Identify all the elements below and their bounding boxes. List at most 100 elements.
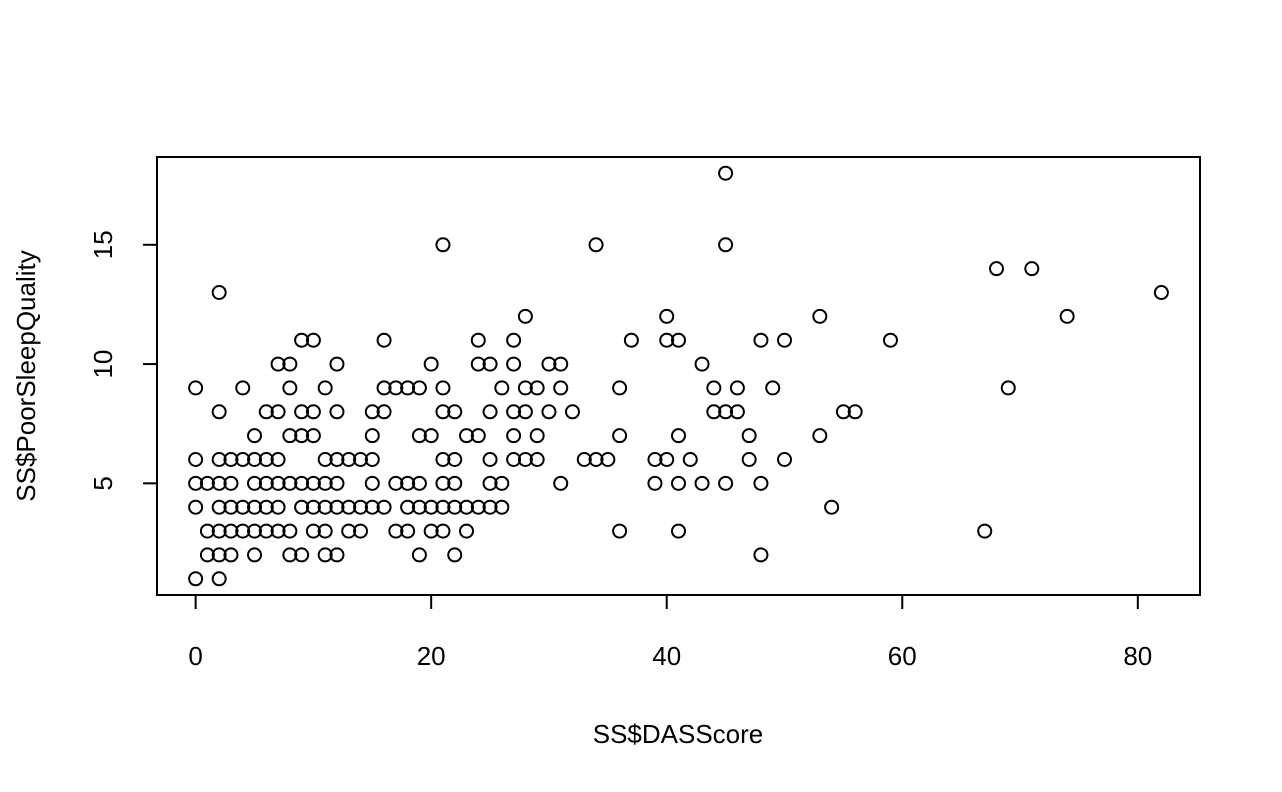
data-point xyxy=(329,547,345,563)
y-tick-label: 5 xyxy=(88,476,118,490)
data-point xyxy=(388,523,404,539)
data-point xyxy=(1153,285,1169,300)
data-point xyxy=(565,404,580,420)
data-point xyxy=(435,499,451,515)
data-point xyxy=(459,499,475,515)
data-point xyxy=(247,452,263,467)
data-point xyxy=(235,380,251,396)
data-point xyxy=(400,523,416,539)
data-point xyxy=(223,523,239,539)
data-point xyxy=(753,547,769,563)
data-point xyxy=(317,475,333,491)
x-tick-label: 40 xyxy=(652,641,681,671)
data-point xyxy=(211,452,227,467)
data-point xyxy=(258,499,274,515)
data-point xyxy=(612,523,628,539)
data-point xyxy=(470,332,486,348)
data-point xyxy=(435,404,451,420)
data-point xyxy=(188,380,204,396)
y-tick-label: 15 xyxy=(88,230,118,259)
data-point xyxy=(706,380,722,396)
data-point xyxy=(729,380,745,396)
data-point xyxy=(341,499,357,515)
data-point xyxy=(282,547,298,563)
data-point xyxy=(258,523,274,539)
data-point xyxy=(682,452,698,467)
data-point xyxy=(718,404,734,420)
data-point xyxy=(435,475,451,491)
data-point xyxy=(294,404,310,420)
data-point xyxy=(411,428,427,444)
data-point xyxy=(211,571,227,587)
data-point xyxy=(199,475,215,491)
data-point xyxy=(988,261,1004,277)
data-point xyxy=(506,428,522,444)
data-point xyxy=(305,332,321,348)
data-point xyxy=(353,499,369,515)
data-point xyxy=(741,428,757,444)
data-point xyxy=(400,380,416,396)
data-point xyxy=(235,499,251,515)
data-point xyxy=(470,499,486,515)
x-tick-label: 20 xyxy=(417,641,446,671)
data-point xyxy=(529,428,545,444)
data-point xyxy=(777,332,792,348)
data-point xyxy=(294,499,310,515)
data-point xyxy=(199,547,215,563)
data-point xyxy=(317,523,333,539)
data-point xyxy=(211,404,227,420)
data-point xyxy=(612,380,628,396)
data-point xyxy=(659,332,675,348)
data-point xyxy=(435,452,451,467)
data-point xyxy=(1000,380,1016,396)
data-point xyxy=(294,428,310,444)
data-points xyxy=(188,165,1169,587)
x-tick-label: 60 xyxy=(888,641,917,671)
data-point xyxy=(294,332,310,348)
data-point xyxy=(400,499,416,515)
data-point xyxy=(494,475,510,491)
data-point xyxy=(824,499,840,515)
data-point xyxy=(1059,308,1075,324)
data-point xyxy=(305,475,321,491)
data-point xyxy=(247,428,263,444)
data-point xyxy=(482,475,498,491)
data-point xyxy=(765,380,781,396)
data-point xyxy=(777,452,792,467)
data-point xyxy=(364,452,380,467)
data-point xyxy=(305,404,321,420)
data-point xyxy=(211,475,227,491)
data-point xyxy=(270,499,286,515)
data-point xyxy=(247,523,263,539)
data-point xyxy=(223,452,239,467)
data-point xyxy=(517,308,533,324)
y-tick-label: 10 xyxy=(88,350,118,379)
data-point xyxy=(270,523,286,539)
data-point xyxy=(447,499,463,515)
data-point xyxy=(270,475,286,491)
data-point xyxy=(305,499,321,515)
data-point xyxy=(671,475,686,491)
data-point xyxy=(388,380,404,396)
data-point xyxy=(435,380,451,396)
data-point xyxy=(541,404,557,420)
data-point xyxy=(447,547,463,563)
data-point xyxy=(423,523,439,539)
data-point xyxy=(353,523,369,539)
data-point xyxy=(211,499,227,515)
data-point xyxy=(541,356,557,372)
data-point xyxy=(282,523,298,539)
data-point xyxy=(317,452,333,467)
data-point xyxy=(353,452,369,467)
data-point xyxy=(329,499,345,515)
data-point xyxy=(623,332,639,348)
data-point xyxy=(482,499,498,515)
data-point xyxy=(341,523,357,539)
data-point xyxy=(647,452,663,467)
data-point xyxy=(506,452,522,467)
y-axis-label: SS$PoorSleepQuality xyxy=(11,250,41,501)
data-point xyxy=(671,428,686,444)
data-point xyxy=(694,356,710,372)
data-point xyxy=(294,547,310,563)
data-point xyxy=(847,404,863,420)
